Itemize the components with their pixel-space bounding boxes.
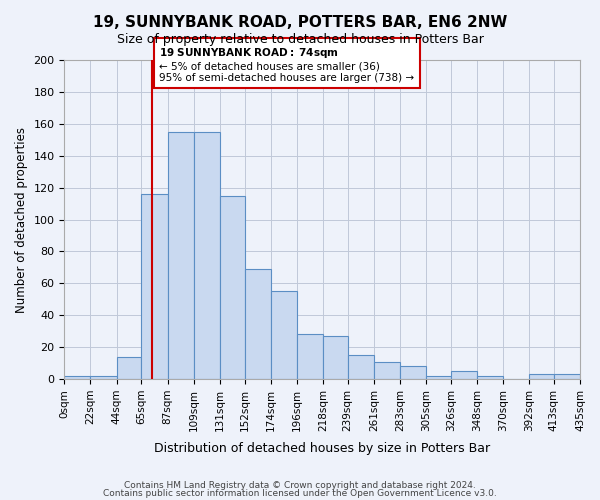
- Bar: [529, 374, 554, 379]
- Bar: [400, 366, 426, 379]
- Bar: [220, 196, 245, 379]
- Text: Size of property relative to detached houses in Potters Bar: Size of property relative to detached ho…: [116, 32, 484, 46]
- Bar: [323, 336, 347, 379]
- Text: Contains HM Land Registry data © Crown copyright and database right 2024.: Contains HM Land Registry data © Crown c…: [124, 481, 476, 490]
- Bar: [554, 374, 580, 379]
- Y-axis label: Number of detached properties: Number of detached properties: [15, 126, 28, 312]
- Bar: [271, 292, 297, 379]
- Bar: [245, 269, 271, 379]
- Bar: [194, 132, 220, 379]
- Bar: [64, 376, 91, 379]
- X-axis label: Distribution of detached houses by size in Potters Bar: Distribution of detached houses by size …: [154, 442, 490, 455]
- Text: 19, SUNNYBANK ROAD, POTTERS BAR, EN6 2NW: 19, SUNNYBANK ROAD, POTTERS BAR, EN6 2NW: [93, 15, 507, 30]
- Bar: [347, 355, 374, 379]
- Bar: [297, 334, 323, 379]
- Text: $\bf{19\ SUNNYBANK\ ROAD:\ 74sqm}$
← 5% of detached houses are smaller (36)
95% : $\bf{19\ SUNNYBANK\ ROAD:\ 74sqm}$ ← 5% …: [159, 46, 415, 83]
- Bar: [167, 132, 194, 379]
- Text: Contains public sector information licensed under the Open Government Licence v3: Contains public sector information licen…: [103, 488, 497, 498]
- Bar: [451, 371, 477, 379]
- Bar: [116, 356, 142, 379]
- Bar: [91, 376, 116, 379]
- Bar: [142, 194, 167, 379]
- Bar: [374, 362, 400, 379]
- Bar: [426, 376, 451, 379]
- Bar: [477, 376, 503, 379]
